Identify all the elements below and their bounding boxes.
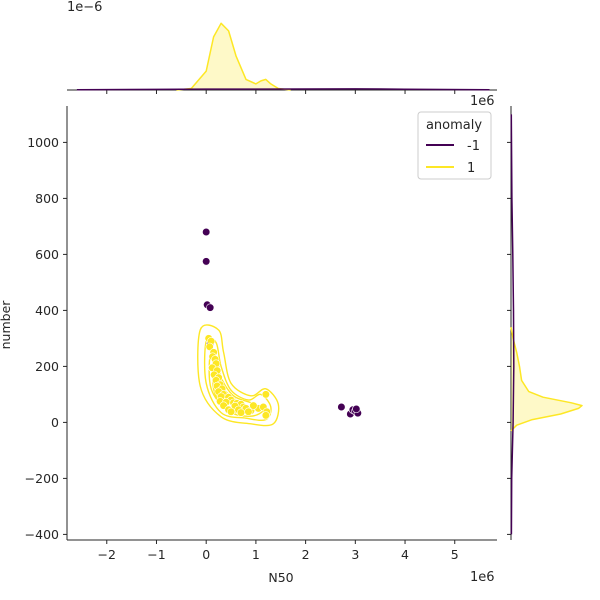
scatter-point-neg1 [202,227,211,237]
scatter-point-neg1 [202,257,211,266]
top-marginal-density-neg1 [76,88,490,91]
x-tick-label: 3 [351,547,359,562]
top-marginal-offset-label: 1e−6 [67,0,102,15]
x-tick-label: 1 [252,547,260,562]
top-marginal-plot [67,22,497,94]
y-tick-label: 0 [51,415,59,430]
y-tick-label: −200 [25,471,59,486]
legend-box [417,111,492,180]
legend-title: anomaly [426,118,482,133]
scatter-point-neg1 [337,402,346,412]
scatter-point-pos1 [261,411,270,420]
top-marginal-density-fill-pos1 [176,23,291,90]
scatter-point-pos1 [205,342,214,351]
y-axis-label: number [0,300,13,350]
right-marginal-density-fill-pos1 [511,327,582,431]
x-offset-label: 1e6 [470,570,495,585]
y-tick-label: 600 [35,247,59,262]
scatter-point-pos1 [249,401,258,410]
y-tick-label: 800 [35,191,59,206]
scatter-point-neg1 [206,303,215,312]
kde-contour [203,336,272,422]
x-tick-label: −2 [98,547,116,562]
legend: anomaly -1 1 [417,111,492,180]
right-marginal-density-neg1 [510,114,515,535]
y-tick-label: 1000 [27,135,59,150]
y-tick-label: 200 [35,359,59,374]
scatter-point-pos1 [261,390,270,399]
x-tick-label: 5 [451,547,459,562]
x-tick-label: 2 [302,547,310,562]
scatter-point-pos1 [236,408,246,417]
scatter-point-pos1 [244,407,253,416]
x-tick-label: −1 [147,547,165,562]
scatter-point-neg1 [352,404,361,414]
x-axis-label: N50 [268,570,293,585]
legend-label-neg1: -1 [467,139,480,154]
x-tick-label: 0 [202,547,210,562]
top-marginal-density-pos1 [176,22,291,91]
x-tick-label: 4 [401,547,409,562]
legend-label-pos1: 1 [467,161,475,176]
scatter-point-pos1 [226,407,236,416]
main-plot: −2 −1 0 1 2 3 4 5 −400 −200 0 200 400 600 800 1000 [25,106,497,562]
right-marginal-offset-label: 1e6 [470,94,495,109]
right-marginal-density-pos1 [510,327,583,432]
y-tick-label: −400 [25,527,59,542]
kde-contour [197,324,280,427]
y-tick-label: 400 [35,303,59,318]
right-marginal-plot [507,106,583,540]
